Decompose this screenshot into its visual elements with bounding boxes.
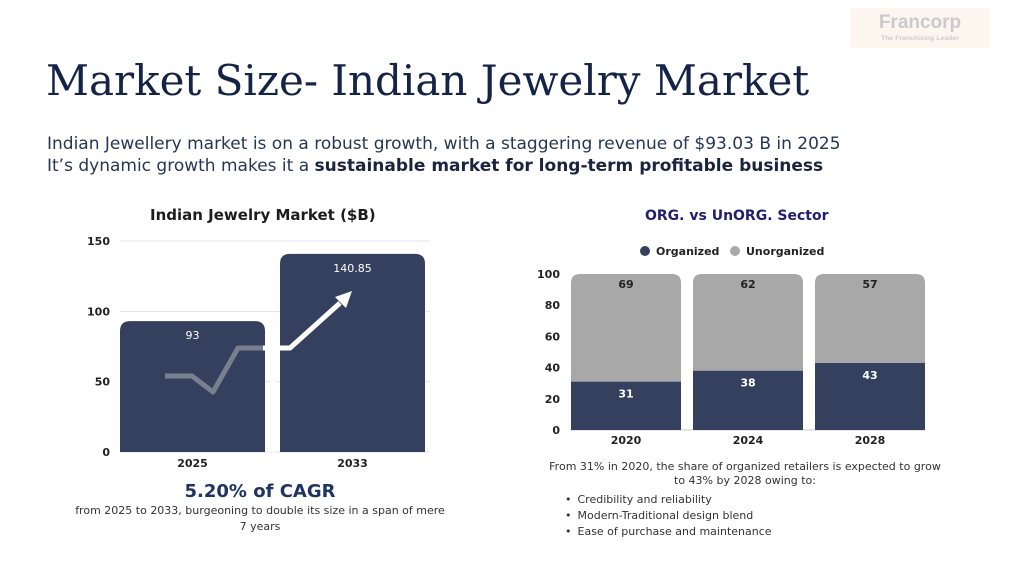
sector-chart-title: ORG. vs UnORG. Sector — [645, 208, 829, 224]
bar-value-label: 62 — [740, 278, 755, 291]
bar-2025 — [120, 321, 265, 452]
slide-title: Market Size- Indian Jewelry Market — [46, 56, 810, 105]
y-tick-label: 20 — [545, 393, 561, 406]
bar-organized-2024 — [693, 370, 803, 430]
y-tick-label: 0 — [552, 424, 560, 437]
bar-value-label: 140.85 — [333, 262, 372, 275]
y-tick-label: 150 — [87, 235, 110, 248]
bar-value-label: 43 — [862, 369, 877, 382]
upward-arrow-icon — [335, 291, 352, 308]
list-item: Modern-Traditional design blend — [565, 508, 772, 524]
organized-share-note: From 31% in 2020, the share of organized… — [549, 460, 941, 487]
y-tick-label: 100 — [537, 268, 560, 281]
bar-value-label: 31 — [618, 388, 633, 401]
bar-value-label: 93 — [186, 329, 200, 342]
bar-value-label: 69 — [618, 278, 633, 291]
legend-label: Organized — [656, 245, 719, 258]
logo-name: Francorp — [878, 12, 962, 33]
subtitle-line-2: It’s dynamic growth makes it a sustainab… — [47, 155, 1007, 177]
bar-unorganized-2024 — [693, 274, 803, 371]
x-tick-label: 2020 — [611, 434, 642, 447]
y-tick-label: 100 — [87, 305, 110, 318]
legend-swatch — [640, 246, 650, 256]
legend-label: Unorganized — [746, 245, 824, 258]
bar-2033 — [280, 253, 425, 452]
bar-value-label: 38 — [740, 377, 755, 390]
sector-share-chart: Organized Unorganized 0 20 40 60 80 100 69 31 2020… — [537, 245, 925, 447]
bar-unorganized-2028 — [815, 274, 925, 363]
cagr-note: from 2025 to 2033, burgeoning to double … — [75, 504, 445, 533]
x-tick-label: 2024 — [733, 434, 764, 447]
x-tick-label: 2028 — [855, 434, 886, 447]
y-tick-label: 40 — [545, 362, 561, 375]
cagr-headline: 5.20% of CAGR — [184, 481, 336, 502]
legend-swatch — [730, 246, 740, 256]
bar-divider — [270, 328, 276, 452]
list-item: Ease of purchase and maintenance — [565, 524, 772, 540]
bar-organized-2020 — [571, 381, 681, 430]
y-tick-label: 80 — [545, 299, 561, 312]
logo-tagline: The Franchising Leader — [881, 35, 959, 42]
bar-organized-2028 — [815, 362, 925, 430]
francorp-logo: Francorp The Franchising Leader — [850, 8, 990, 48]
subtitle-line-1: Indian Jewellery market is on a robust g… — [47, 134, 841, 154]
bar-value-label: 57 — [862, 278, 877, 291]
y-tick-label: 0 — [102, 446, 110, 459]
trend-line-dim — [165, 345, 263, 395]
market-size-chart: 0 50 100 150 93 2025 140.85 2033 — [87, 235, 430, 470]
y-tick-label: 50 — [95, 376, 111, 389]
subtitle-line-2-text: It’s dynamic growth makes it a — [47, 156, 315, 176]
market-chart-title: Indian Jewelry Market ($B) — [150, 206, 376, 224]
slide-subtitle: Indian Jewellery market is on a robust g… — [47, 133, 1007, 177]
reasons-list: Credibility and reliability Modern-Tradi… — [565, 492, 772, 540]
x-tick-label: 2033 — [337, 457, 368, 470]
subtitle-line-2-bold: sustainable market for long-term profita… — [314, 156, 824, 176]
x-tick-label: 2025 — [177, 457, 208, 470]
bar-unorganized-2020 — [571, 274, 681, 382]
y-tick-label: 60 — [545, 330, 561, 343]
list-item: Credibility and reliability — [565, 492, 772, 508]
